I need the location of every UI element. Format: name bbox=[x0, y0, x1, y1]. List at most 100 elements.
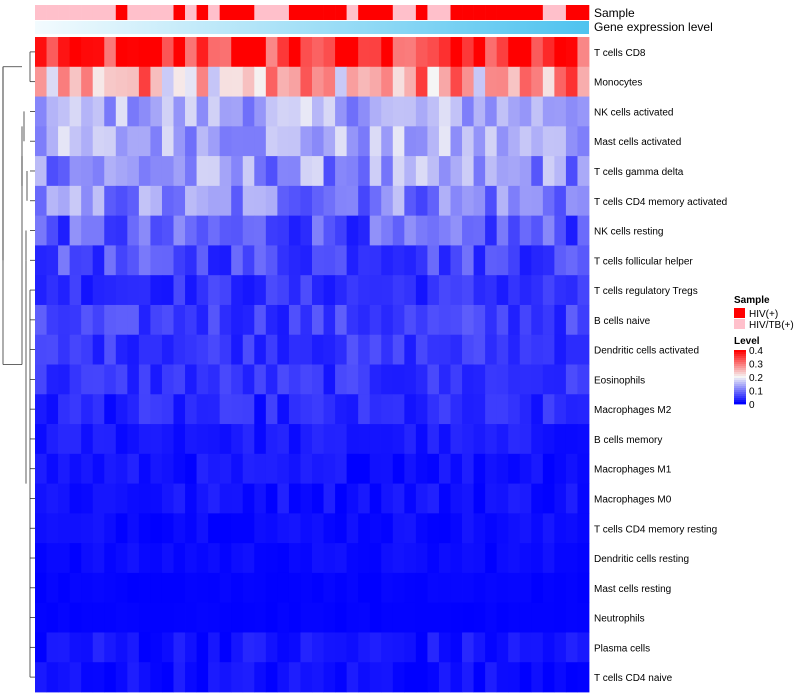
legend-level-tick: 0.4 bbox=[749, 346, 763, 357]
heatmap-cell bbox=[115, 394, 128, 425]
heatmap-cell bbox=[554, 96, 567, 127]
heatmap-cell bbox=[254, 513, 267, 544]
heatmap-cell bbox=[369, 304, 382, 336]
heatmap-cell bbox=[335, 364, 348, 395]
heatmap-cell bbox=[150, 483, 163, 514]
heatmap-cell bbox=[161, 364, 174, 395]
heatmap-cell bbox=[381, 424, 394, 455]
heatmap-cell bbox=[69, 304, 82, 336]
heatmap-cell bbox=[46, 632, 59, 663]
heatmap-cell bbox=[358, 394, 371, 425]
heatmap-cell bbox=[150, 96, 163, 127]
heatmap-cell bbox=[554, 424, 567, 455]
heatmap-cell bbox=[462, 453, 474, 484]
heatmap-cell bbox=[115, 364, 128, 395]
heatmap-cell bbox=[185, 394, 197, 425]
heatmap-cell bbox=[196, 453, 209, 484]
heatmap-cell bbox=[358, 632, 371, 663]
heatmap-cell bbox=[565, 96, 578, 127]
heatmap-cell bbox=[415, 275, 428, 306]
heatmap-cell bbox=[450, 394, 463, 425]
heatmap-cell bbox=[161, 632, 174, 663]
heatmap-cell bbox=[185, 572, 197, 604]
heatmap-cell bbox=[219, 632, 232, 663]
heatmap-cell bbox=[81, 126, 94, 157]
heatmap-cell bbox=[69, 66, 82, 97]
heatmap-cell bbox=[254, 483, 267, 514]
heatmap-cell bbox=[288, 662, 301, 693]
heatmap-cell bbox=[300, 543, 313, 574]
heatmap-cell bbox=[231, 453, 244, 484]
heatmap-cell bbox=[219, 543, 232, 574]
heatmap-cell bbox=[473, 543, 486, 574]
heatmap-cell bbox=[438, 304, 451, 336]
heatmap-cell bbox=[58, 453, 71, 484]
heatmap-cell bbox=[254, 453, 267, 484]
heatmap-cell bbox=[415, 453, 428, 484]
heatmap-cell bbox=[173, 275, 186, 306]
heatmap-cell bbox=[35, 364, 47, 395]
heatmap-cell bbox=[138, 66, 151, 97]
heatmap-cell bbox=[265, 185, 278, 217]
heatmap-cell bbox=[323, 185, 336, 217]
heatmap-cell bbox=[312, 483, 324, 514]
legend-level-gradient-step bbox=[734, 386, 746, 389]
heatmap-cell bbox=[438, 543, 451, 574]
heatmap-cell bbox=[254, 126, 267, 157]
heatmap-cell bbox=[542, 215, 555, 246]
heatmap-cell bbox=[496, 632, 509, 663]
heatmap-cell bbox=[358, 543, 371, 574]
heatmap-cell bbox=[450, 37, 463, 68]
heatmap-cell bbox=[427, 275, 440, 306]
heatmap-cell bbox=[358, 66, 371, 97]
heatmap-cell bbox=[427, 37, 440, 68]
heatmap-cell bbox=[312, 96, 324, 127]
heatmap-cell bbox=[81, 632, 94, 663]
heatmap-cell bbox=[150, 215, 163, 246]
heatmap-cell bbox=[92, 275, 105, 306]
sample-annotation-cell bbox=[35, 5, 47, 20]
legend-level-gradient-step bbox=[734, 390, 746, 393]
heatmap-cell bbox=[531, 304, 544, 336]
heatmap-cell bbox=[208, 483, 221, 514]
heatmap-cell bbox=[208, 275, 221, 306]
heatmap-cell bbox=[138, 632, 151, 663]
heatmap-cell bbox=[208, 96, 221, 127]
heatmap-cell bbox=[531, 185, 544, 217]
heatmap-cell bbox=[358, 513, 371, 544]
heatmap-cell bbox=[404, 513, 417, 544]
heatmap-cell bbox=[92, 185, 105, 217]
heatmap-cell bbox=[115, 304, 128, 336]
legend-sample-swatch bbox=[734, 308, 745, 318]
heatmap-cell bbox=[150, 453, 163, 484]
heatmap-cell bbox=[104, 66, 117, 97]
heatmap-cell bbox=[450, 185, 463, 217]
heatmap-cell bbox=[392, 215, 405, 246]
heatmap-cell bbox=[519, 662, 532, 693]
heatmap-cell bbox=[231, 662, 244, 693]
sample-annotation-cell bbox=[485, 5, 497, 20]
heatmap-cell bbox=[81, 543, 94, 574]
heatmap-cell bbox=[69, 453, 82, 484]
row-label: T cells CD4 naive bbox=[594, 673, 673, 684]
heatmap-cell bbox=[219, 513, 232, 544]
heatmap-cell bbox=[335, 662, 348, 693]
heatmap-cell bbox=[358, 483, 371, 514]
heatmap-cell bbox=[312, 37, 324, 68]
heatmap-cell bbox=[115, 424, 128, 455]
legend-level-gradient-step bbox=[734, 398, 746, 401]
heatmap-cell bbox=[150, 156, 163, 187]
heatmap-cell bbox=[104, 543, 117, 574]
heatmap-cell bbox=[381, 96, 394, 127]
heatmap-cell bbox=[242, 483, 255, 514]
sample-annotation-cell bbox=[92, 5, 105, 20]
heatmap-cell bbox=[392, 662, 405, 693]
heatmap-cell bbox=[104, 215, 117, 246]
heatmap-cell bbox=[462, 185, 474, 217]
heatmap-cell bbox=[565, 364, 578, 395]
heatmap-cell bbox=[219, 364, 232, 395]
heatmap-cell bbox=[138, 334, 151, 365]
heatmap-cell bbox=[450, 156, 463, 187]
heatmap-cell bbox=[208, 453, 221, 484]
heatmap-cell bbox=[369, 394, 382, 425]
